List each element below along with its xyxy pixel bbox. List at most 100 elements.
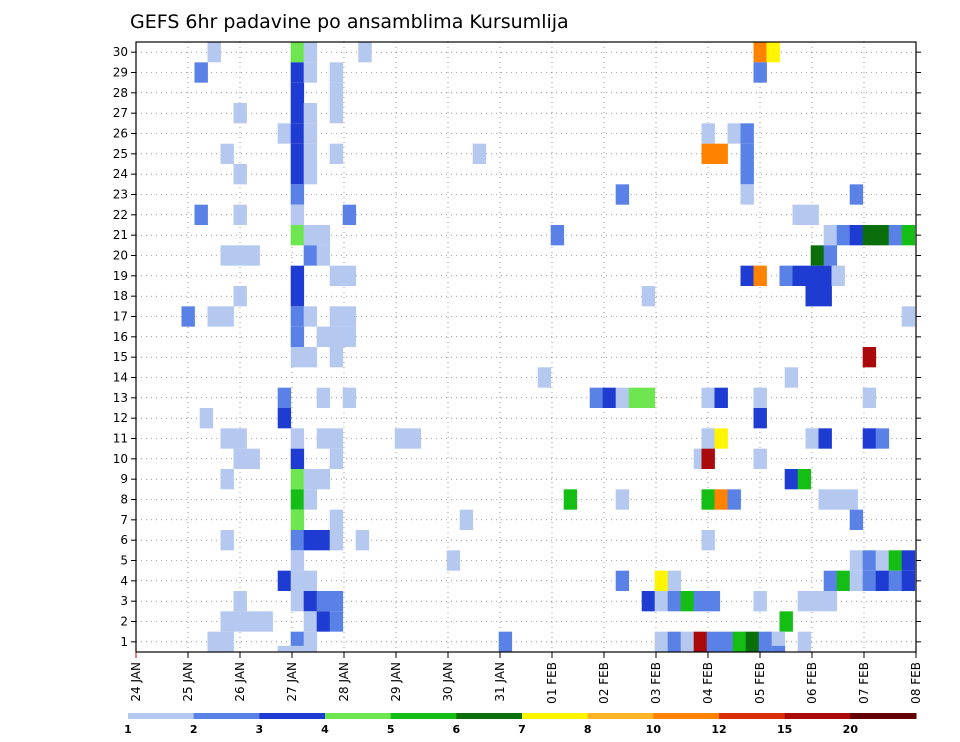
y-tick-label: 19	[113, 269, 128, 283]
data-cell	[714, 143, 728, 164]
data-cell	[563, 489, 578, 510]
data-cell	[246, 611, 260, 632]
colorbar: 1 2 3 4 5 6 7 8 10 12 15 20	[124, 713, 917, 736]
data-cell	[727, 489, 741, 510]
data-cell	[316, 428, 331, 449]
data-cell	[818, 265, 832, 286]
data-cell	[727, 123, 741, 144]
data-cell	[290, 570, 305, 591]
data-cell	[290, 645, 305, 652]
y-tick-label: 27	[113, 106, 128, 120]
data-cell	[888, 225, 903, 246]
data-cell	[316, 591, 331, 612]
data-cell	[615, 184, 630, 205]
data-cell	[766, 42, 780, 63]
data-cell	[628, 387, 643, 408]
data-cell	[303, 123, 318, 144]
colorbar-swatch	[784, 713, 851, 719]
data-cell	[220, 631, 234, 652]
data-cell	[303, 62, 318, 83]
data-cell	[753, 62, 767, 83]
data-cell	[290, 103, 305, 124]
data-cell	[290, 143, 305, 164]
data-cell	[329, 509, 344, 530]
data-cell	[875, 550, 890, 571]
data-cell	[641, 286, 656, 307]
data-cell	[329, 530, 344, 551]
data-cell	[706, 591, 721, 612]
data-cell	[901, 306, 916, 327]
y-tick-label: 26	[113, 127, 128, 141]
data-cell	[771, 645, 786, 652]
data-cell	[194, 204, 208, 225]
data-cell	[792, 204, 806, 225]
x-tick-label: 04 FEB	[701, 662, 715, 704]
data-cell	[844, 489, 858, 510]
colorbar-swatch	[456, 713, 523, 719]
data-cell	[290, 489, 305, 510]
data-cell	[498, 631, 513, 652]
data-cell	[805, 204, 819, 225]
x-tick-label: 08 FEB	[909, 662, 923, 704]
y-tick-label: 13	[113, 391, 128, 405]
data-cell	[654, 631, 669, 652]
data-cell	[207, 631, 221, 652]
data-cell	[316, 387, 331, 408]
data-cell	[875, 570, 890, 591]
colorbar-swatch	[128, 713, 195, 719]
data-cell	[233, 611, 247, 632]
colorbar-swatch	[522, 713, 589, 719]
data-cell	[818, 428, 832, 449]
data-cell	[246, 245, 260, 266]
data-cell	[303, 347, 318, 368]
data-cell	[316, 326, 331, 347]
data-cell	[862, 347, 877, 368]
data-cells	[181, 42, 916, 652]
data-cell	[831, 489, 845, 510]
data-cell	[823, 225, 838, 246]
y-tick-label: 8	[120, 493, 128, 507]
x-tick-label: 29 JAN	[389, 662, 403, 702]
data-cell	[290, 550, 305, 571]
data-cell	[207, 306, 221, 327]
data-cell	[407, 428, 422, 449]
data-cell	[220, 428, 234, 449]
data-cell	[818, 489, 832, 510]
data-cell	[753, 591, 767, 612]
y-tick-label: 5	[120, 554, 128, 568]
data-cell	[220, 245, 234, 266]
colorbar-label: 4	[321, 723, 329, 736]
colorbar-swatch	[719, 713, 786, 719]
data-cell	[862, 550, 877, 571]
data-cell	[792, 265, 806, 286]
x-tick-label: 07 FEB	[857, 662, 871, 704]
data-cell	[303, 631, 318, 652]
data-cell	[220, 530, 234, 551]
data-cell	[779, 265, 793, 286]
data-cell	[797, 631, 812, 652]
data-cell	[680, 591, 695, 612]
y-tick-label: 23	[113, 188, 128, 202]
colorbar-swatch	[390, 713, 457, 719]
data-cell	[199, 408, 214, 429]
data-cell	[701, 428, 715, 449]
data-cell	[329, 347, 344, 368]
x-tick-label: 25 JAN	[181, 662, 195, 702]
data-cell	[714, 387, 728, 408]
data-cell	[753, 408, 767, 429]
data-cell	[329, 428, 344, 449]
data-cell	[797, 591, 812, 612]
data-cell	[810, 245, 825, 266]
data-cell	[758, 631, 773, 652]
data-cell	[615, 570, 630, 591]
data-cell	[701, 123, 715, 144]
y-tick-label: 4	[120, 574, 128, 588]
data-cell	[706, 631, 721, 652]
data-cell	[641, 387, 656, 408]
colorbar-label: 20	[843, 723, 859, 736]
data-cell	[862, 570, 877, 591]
data-cell	[316, 245, 331, 266]
y-tick-label: 2	[120, 615, 128, 629]
data-cell	[220, 143, 234, 164]
data-cell	[342, 387, 357, 408]
